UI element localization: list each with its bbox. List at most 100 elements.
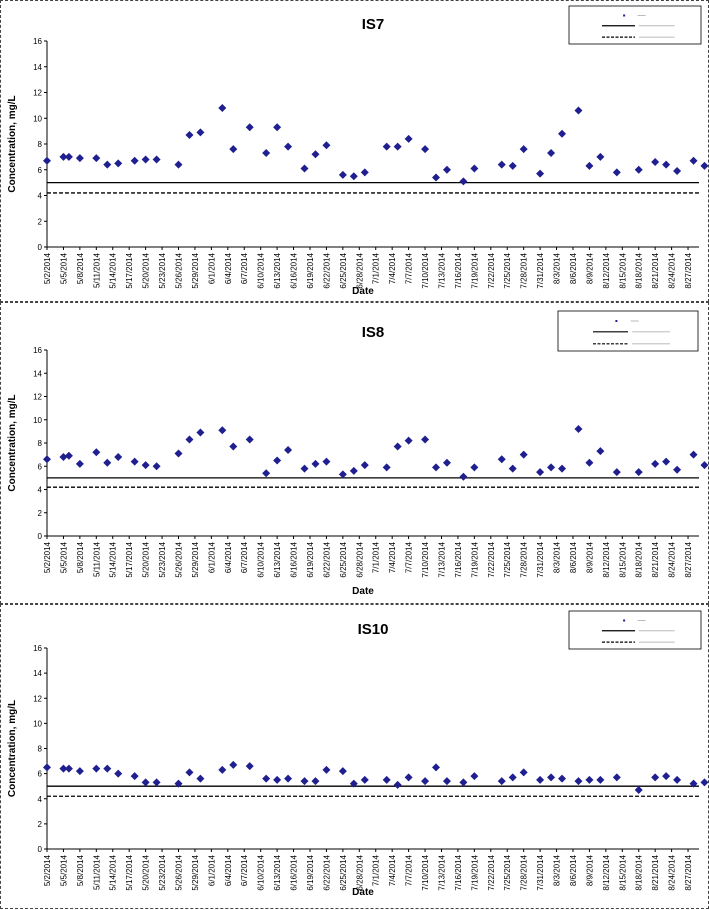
data-point [519,768,528,777]
y-tick-label: 10 [33,114,42,123]
x-tick-label: 7/19/2014 [470,854,479,890]
data-point [229,145,238,154]
data-point [114,769,123,778]
x-tick-label: 8/27/2014 [684,541,693,577]
data-point [311,459,320,468]
x-tick-label: 5/11/2014 [92,541,101,577]
data-point [508,161,517,170]
x-tick-label: 5/20/2014 [142,854,151,890]
data-point [596,775,605,784]
x-tick-label: 5/29/2014 [191,854,200,890]
data-point [92,764,101,773]
data-point [322,141,331,150]
x-tick-label: 8/15/2014 [618,854,627,890]
x-tick-label: 8/9/2014 [585,252,594,284]
x-tick-label: 5/26/2014 [174,854,183,890]
data-point [75,767,84,776]
legend-box [557,310,699,352]
data-point [536,468,545,477]
x-tick-label: 7/25/2014 [503,541,512,577]
y-tick-label: 14 [33,63,42,72]
data-point [651,773,660,782]
x-tick-label: 5/8/2014 [76,252,85,284]
data-point [300,164,309,173]
data-point [421,145,430,154]
x-tick-label: 8/24/2014 [668,541,677,577]
data-point [103,458,112,467]
data-point [262,774,271,783]
data-point [558,129,567,138]
data-point [459,472,468,481]
x-tick-label: 7/28/2014 [520,252,529,288]
legend-solid-label [632,331,670,333]
x-tick-label: 8/6/2014 [569,854,578,886]
x-tick-label: 8/12/2014 [602,541,611,577]
y-tick-label: 12 [33,694,42,703]
legend-marker-swatch [623,14,626,17]
data-point [536,775,545,784]
chart-panel-is8: IS8 Concentration, mg/L Date 0 2 4 6 8 10 12 14 16 5… [0,302,709,604]
data-point [245,123,254,132]
y-tick-label: 8 [38,140,43,149]
data-point [574,425,583,434]
x-tick-label: 8/3/2014 [553,252,562,284]
x-tick-label: 6/16/2014 [290,252,299,288]
data-point [382,463,391,472]
legend-dashed-label [632,343,670,345]
x-tick-label: 7/28/2014 [520,854,529,890]
x-tick-label: 5/2/2014 [43,541,52,573]
data-point [432,463,441,472]
data-point [651,158,660,167]
data-point [218,426,227,435]
data-point [673,775,682,784]
data-point [558,774,567,783]
x-tick-label: 8/21/2014 [651,541,660,577]
x-tick-label: 8/21/2014 [651,854,660,890]
data-point [547,773,556,782]
x-tick-label: 7/31/2014 [536,854,545,890]
data-point [229,442,238,451]
y-tick-label: 6 [38,166,43,175]
data-point [218,103,227,112]
x-tick-label: 5/11/2014 [92,252,101,288]
legend-solid-label [638,630,675,632]
x-tick-label: 8/6/2014 [569,541,578,573]
x-tick-label: 6/25/2014 [339,854,348,890]
data-point [196,128,205,137]
x-tick-label: 7/19/2014 [470,541,479,577]
x-tick-label: 7/16/2014 [454,541,463,577]
data-point [311,150,320,159]
data-point [404,436,413,445]
data-point [404,134,413,143]
data-point [185,768,194,777]
x-tick-label: 5/29/2014 [191,252,200,288]
x-tick-label: 6/4/2014 [224,252,233,284]
data-point [558,464,567,473]
data-point [651,459,660,468]
x-tick-label: 7/10/2014 [421,854,430,890]
data-point [152,462,161,471]
data-point [508,773,517,782]
y-axis-title: Concentration, mg/L [7,394,18,491]
data-point [432,763,441,772]
x-tick-label: 7/10/2014 [421,252,430,288]
data-point [459,177,468,186]
x-tick-label: 6/7/2014 [240,541,249,573]
x-tick-label: 8/18/2014 [635,252,644,288]
data-point [114,159,123,168]
x-tick-label: 6/19/2014 [306,854,315,890]
data-point [596,152,605,161]
x-tick-label: 6/19/2014 [306,541,315,577]
data-point [75,459,84,468]
x-tick-label: 6/22/2014 [322,541,331,577]
data-point [497,160,506,169]
data-point [382,775,391,784]
data-point [64,152,73,161]
x-tick-label: 6/25/2014 [339,541,348,577]
data-point [700,461,709,470]
y-tick-label: 16 [33,346,42,355]
x-tick-label: 7/7/2014 [405,541,414,573]
data-point [245,762,254,771]
legend [568,5,702,45]
data-point [519,450,528,459]
